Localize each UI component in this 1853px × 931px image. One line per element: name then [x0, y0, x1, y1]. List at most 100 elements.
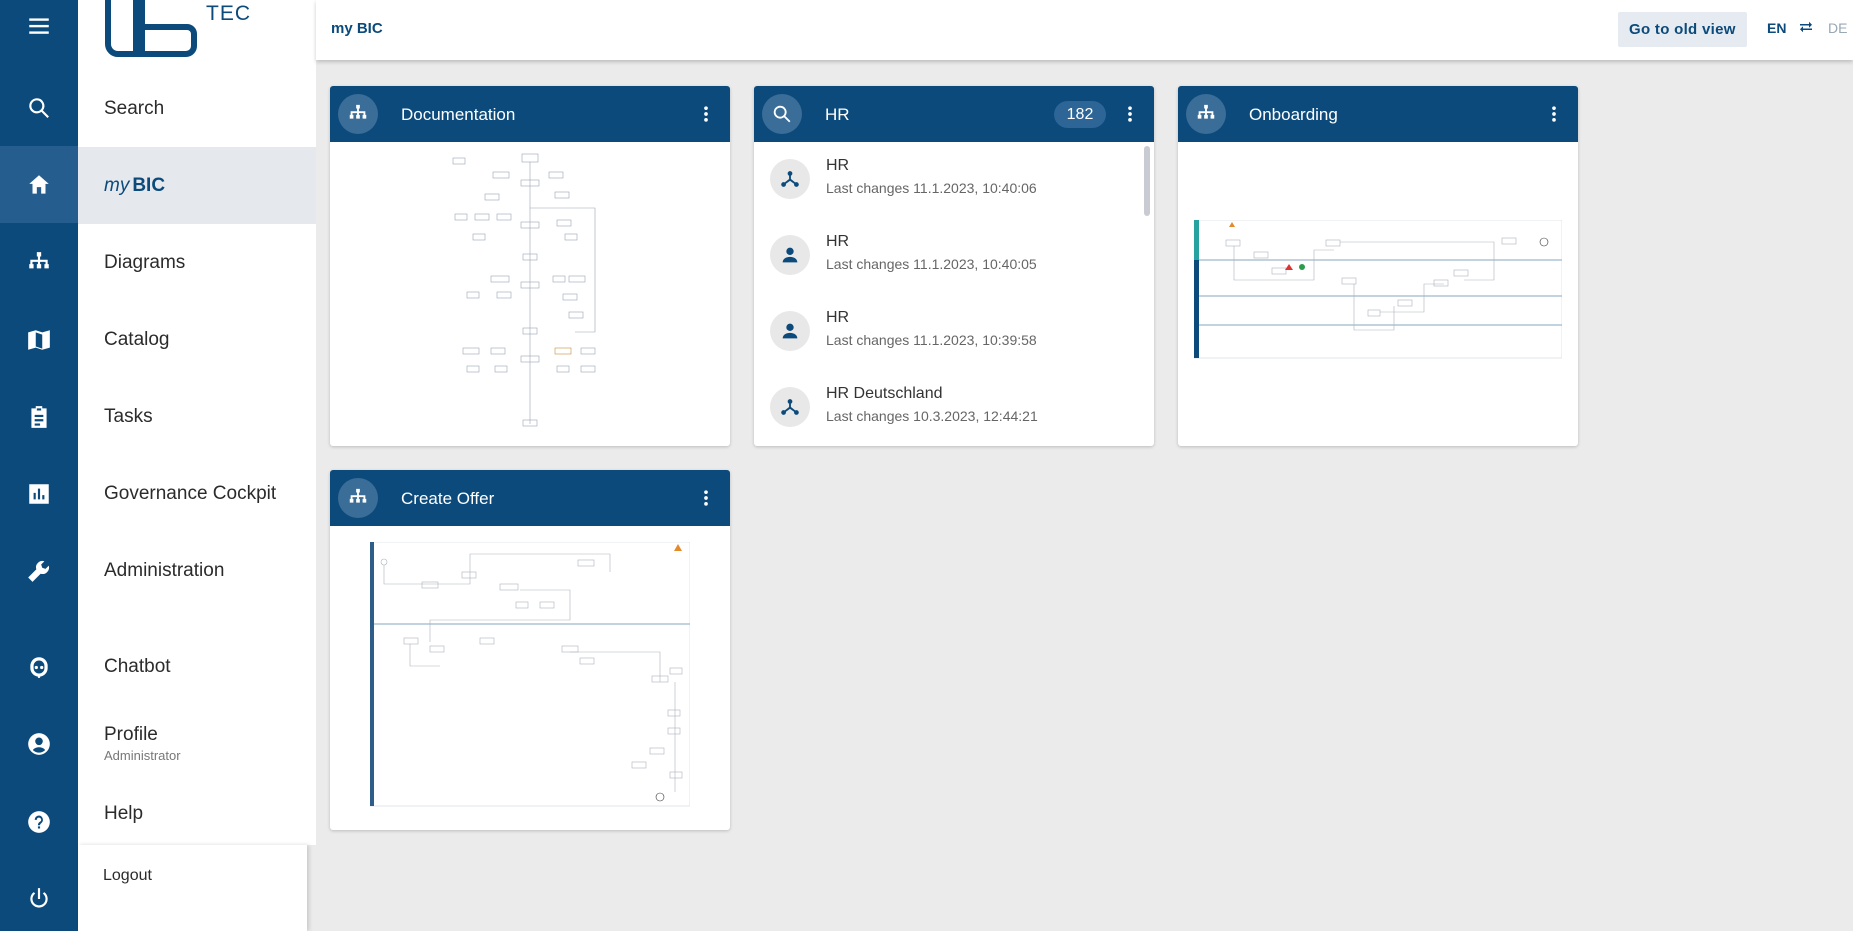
search-icon — [26, 95, 52, 121]
wrench-icon — [28, 560, 50, 582]
diagram-preview[interactable] — [1193, 219, 1563, 360]
rail-search-button[interactable] — [0, 69, 78, 146]
nav-item-profile[interactable]: Profile Administrator — [78, 705, 316, 782]
hr-result-list: HR Last changes 11.1.2023, 10:40:06 HR L… — [754, 142, 1154, 446]
my-bic-prefix: my — [104, 174, 130, 196]
home-icon — [29, 174, 49, 194]
card-title[interactable]: Create Offer — [401, 489, 495, 508]
more-vert-icon — [1544, 104, 1564, 124]
nav-item-label: Administration — [104, 559, 225, 581]
rail-catalog-button[interactable] — [0, 301, 78, 378]
hr-card: HR 182 HR Last changes 11.1.2023, 10:40:… — [754, 86, 1154, 446]
nav-item-administration[interactable]: Administration — [78, 532, 316, 609]
list-item[interactable]: HR Last changes 11.1.2023, 10:40:06 — [754, 142, 1154, 218]
nav-item-logout[interactable]: Logout — [78, 845, 307, 931]
profile-icon — [28, 732, 50, 755]
diagram-icon — [338, 94, 378, 134]
company-logo: TEC — [102, 0, 252, 58]
nav-item-label: Diagrams — [104, 251, 186, 273]
card-header: Documentation — [330, 86, 730, 142]
rail-administration-button[interactable] — [0, 532, 78, 609]
result-count-badge: 182 — [1054, 101, 1106, 128]
person-icon — [770, 311, 810, 351]
nav-item-label: Profile — [104, 724, 158, 745]
list-item-subtitle: Last changes 11.1.2023, 10:39:58 — [826, 332, 1037, 348]
nav-item-help[interactable]: Help — [78, 783, 316, 845]
menu-icon — [29, 18, 49, 34]
chatbot-icon — [30, 656, 48, 678]
more-vert-icon — [696, 104, 716, 124]
card-title[interactable]: HR — [825, 105, 850, 124]
list-item-title: HR — [826, 157, 850, 174]
card-title[interactable]: Onboarding — [1249, 105, 1338, 124]
nav-item-governance-cockpit[interactable]: Governance Cockpit — [78, 455, 316, 532]
card-more-button[interactable] — [1118, 102, 1142, 126]
rail-home-button[interactable] — [0, 146, 78, 223]
list-item-title: HR — [826, 309, 850, 326]
list-item[interactable]: HR Deutschland Last changes 10.3.2023, 1… — [754, 370, 1154, 446]
logo-text: TEC — [206, 2, 251, 25]
card-more-button[interactable] — [694, 102, 718, 126]
share-icon — [770, 159, 810, 199]
language-en[interactable]: EN — [1767, 20, 1787, 36]
language-de[interactable]: DE — [1828, 20, 1848, 36]
person-icon — [770, 235, 810, 275]
card-header: HR 182 — [754, 86, 1154, 142]
list-scrollbar[interactable] — [1144, 146, 1150, 216]
rail-help-button[interactable] — [0, 783, 78, 860]
nav-item-label: Help — [104, 803, 144, 824]
card-title[interactable]: Documentation — [401, 105, 516, 124]
diagram-preview[interactable] — [445, 152, 615, 428]
card-more-button[interactable] — [1542, 102, 1566, 126]
rail-tasks-button[interactable] — [0, 378, 78, 455]
navigation-drawer: TEC Search my BIC Diagrams Catalog Tasks … — [78, 0, 316, 845]
list-item-title: HR — [826, 233, 850, 250]
swap-language-icon[interactable] — [1797, 18, 1815, 36]
nav-item-diagrams[interactable]: Diagrams — [78, 224, 316, 301]
rail-logout-button[interactable] — [0, 860, 78, 931]
card-more-button[interactable] — [694, 486, 718, 510]
nav-item-chatbot[interactable]: Chatbot — [78, 628, 316, 705]
governance-icon — [29, 483, 49, 504]
nav-item-label: my BIC — [104, 175, 316, 197]
tasks-icon — [31, 405, 47, 428]
list-item-title: HR Deutschland — [826, 385, 943, 402]
top-header: my BIC Go to old view EN DE — [316, 0, 1853, 60]
rail-diagrams-button[interactable] — [0, 224, 78, 301]
my-bic-name: BIC — [132, 174, 166, 196]
rail-governance-button[interactable] — [0, 455, 78, 532]
breadcrumb[interactable]: my BIC — [331, 20, 383, 37]
rail-chatbot-button[interactable] — [0, 628, 78, 705]
card-header: Onboarding — [1178, 86, 1578, 142]
nav-item-label: Governance Cockpit — [104, 482, 277, 504]
diagram-preview[interactable] — [369, 541, 691, 807]
catalog-icon — [28, 329, 50, 350]
list-item-subtitle: Last changes 11.1.2023, 10:40:05 — [826, 256, 1037, 272]
diagram-icon — [338, 478, 378, 518]
icon-rail — [0, 0, 78, 931]
nav-item-label: Tasks — [104, 405, 153, 427]
nav-item-label: Chatbot — [104, 655, 171, 677]
nav-item-my-bic[interactable]: my BIC — [78, 147, 316, 224]
card-header: Create Offer — [330, 470, 730, 526]
logout-label: Logout — [103, 867, 152, 884]
nav-item-search[interactable]: Search — [78, 70, 316, 147]
rail-profile-button[interactable] — [0, 705, 78, 782]
power-icon — [30, 887, 48, 908]
list-item-subtitle: Last changes 11.1.2023, 10:40:06 — [826, 180, 1037, 196]
menu-toggle-button[interactable] — [0, 0, 78, 52]
nav-item-tasks[interactable]: Tasks — [78, 378, 316, 455]
nav-item-catalog[interactable]: Catalog — [78, 301, 316, 378]
list-item[interactable]: HR Last changes 11.1.2023, 10:39:58 — [754, 294, 1154, 370]
profile-role: Administrator — [104, 748, 181, 763]
help-icon — [28, 810, 50, 833]
create-offer-card: Create Offer — [330, 470, 730, 830]
go-to-old-view-button[interactable]: Go to old view — [1618, 12, 1747, 47]
list-item[interactable]: HR Last changes 11.1.2023, 10:40:05 — [754, 218, 1154, 294]
diagram-icon — [26, 250, 52, 276]
more-vert-icon — [1120, 104, 1140, 124]
onboarding-card: Onboarding — [1178, 86, 1578, 446]
diagram-icon — [1186, 94, 1226, 134]
nav-item-label: Search — [104, 97, 165, 119]
share-icon — [770, 387, 810, 427]
